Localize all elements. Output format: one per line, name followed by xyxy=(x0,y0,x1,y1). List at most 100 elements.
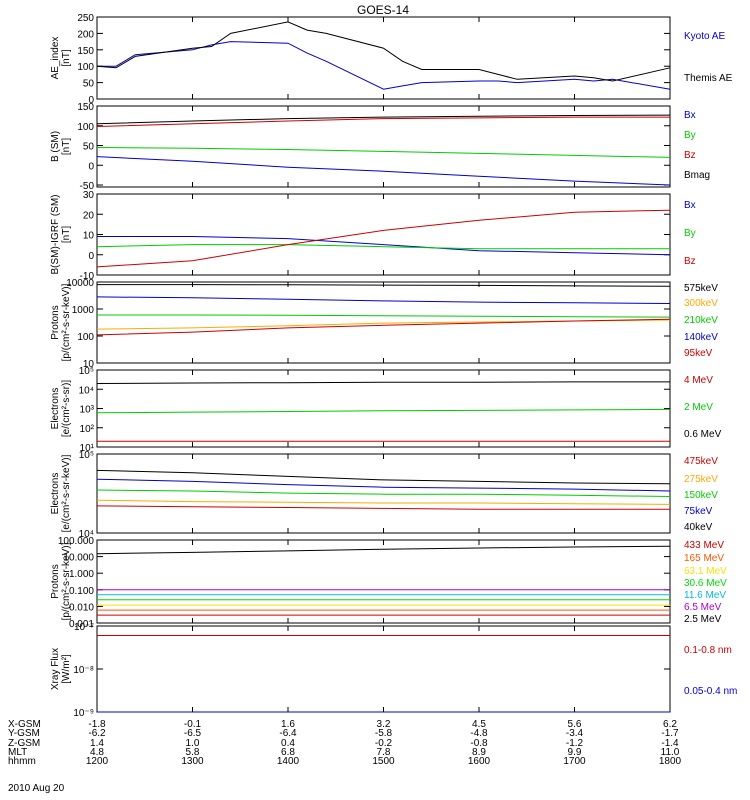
y-tick-label: 20 xyxy=(83,210,95,221)
series-line xyxy=(96,116,670,127)
x-axis-value: 1.0 xyxy=(186,738,200,749)
y-tick-label: 0 xyxy=(88,161,94,172)
x-axis-row: hhmm 1200 1300 1400 1500 1600 1700 1800 xyxy=(8,756,682,767)
y-tick-label: 10² xyxy=(80,424,95,435)
y-tick-label: 100.000 xyxy=(58,536,95,547)
legend-entry: 95keV xyxy=(684,348,713,359)
series-line xyxy=(96,545,671,555)
panel-frame xyxy=(96,16,671,100)
x-axis-value: 1.6 xyxy=(281,719,295,730)
panel-3: -10 0 10 20 30 B(SM)-IGRF (SM)[nT] Bx By Bz xyxy=(50,190,696,282)
series-line xyxy=(96,499,671,505)
x-axis-value: 8.9 xyxy=(472,747,486,758)
figure-title: GOES-14 xyxy=(357,3,409,17)
series-line xyxy=(97,236,671,256)
x-axis-value: -6.2 xyxy=(88,728,106,739)
y-tick-label: 10⁴ xyxy=(79,529,94,540)
legend-entry: 4 MeV xyxy=(684,375,713,386)
x-axis-value: 5.6 xyxy=(568,719,582,730)
x-axis-row-label: MLT xyxy=(8,747,27,758)
series-line xyxy=(96,505,670,510)
x-axis-value: 9.9 xyxy=(568,747,582,758)
series-line xyxy=(96,318,671,336)
legend-entry: 275keV xyxy=(684,474,718,485)
series-line xyxy=(96,478,671,492)
y-tick-label: 10000 xyxy=(66,278,94,289)
y-axis-label-line: AE_index xyxy=(50,37,61,80)
x-axis-value: 1700 xyxy=(563,756,586,767)
panel-2: -50 0 50 100 150 B (SM)[nT] Bx By Bz Bmag xyxy=(50,102,710,192)
x-axis-value: -6.5 xyxy=(184,728,202,739)
legend-entry: 300keV xyxy=(684,298,718,309)
series-line xyxy=(97,41,671,90)
y-tick-label: 150 xyxy=(77,46,94,57)
legend-entry: 2.5 MeV xyxy=(684,614,722,625)
x-axis-value: -3.4 xyxy=(566,728,584,739)
y-tick-label: 10¹ xyxy=(80,443,95,454)
y-tick-label: 1000 xyxy=(72,305,95,316)
legend-entry: Kyoto AE xyxy=(684,31,725,42)
legend-entry: 433 MeV xyxy=(684,540,724,551)
x-axis-value: 1500 xyxy=(372,756,395,767)
y-tick-label: 10 xyxy=(83,231,95,242)
x-axis-value: 1600 xyxy=(468,756,491,767)
y-tick-label: 0.100 xyxy=(69,586,94,597)
y-axis-label: Protons[p/(cm²-s-sr-keV)] xyxy=(50,283,72,361)
series-line xyxy=(97,314,671,318)
y-axis-label: Xray Flux[W/m²] xyxy=(50,648,72,690)
series-line xyxy=(96,319,671,330)
y-tick-label: 10⁻⁷ xyxy=(74,622,94,633)
x-axis-value: 1800 xyxy=(659,756,682,767)
x-axis-row: Y-GSM -6.2 -6.5 -6.4 -5.8 -4.8 -3.4 -1.7 xyxy=(8,728,679,739)
y-axis-label-line: B(SM)-IGRF (SM) xyxy=(50,195,61,275)
x-axis-value: 0.4 xyxy=(281,738,295,749)
legend-entry: By xyxy=(684,228,696,239)
legend-entry: 0.1-0.8 nm xyxy=(684,645,732,656)
x-axis-row: MLT 4.8 5.8 6.8 7.8 8.9 9.9 11.0 xyxy=(8,747,680,758)
x-axis-value: 1200 xyxy=(86,756,109,767)
y-tick-label: 10⁻⁹ xyxy=(73,708,94,719)
date-label: 2010 Aug 20 xyxy=(8,783,65,794)
x-axis-row-label: Z-GSM xyxy=(8,738,40,749)
series-line xyxy=(96,21,671,82)
y-axis-label: B (SM)[nT] xyxy=(50,131,72,162)
y-tick-label: 10 xyxy=(83,359,95,370)
y-axis-label-line: [nT] xyxy=(61,138,72,155)
series-line xyxy=(96,469,671,485)
panel-1: 0 50 100 150 200 250 AE_index[nT] Kyoto AE Themi… xyxy=(50,13,733,106)
panel-5: 10¹ 10² 10³ 10⁴ 10⁵ Electrons[e/(cm²-s-sr)] 4 … xyxy=(50,366,722,454)
y-tick-label: 10⁵ xyxy=(79,450,94,461)
panel-frame xyxy=(96,625,671,713)
y-tick-label: 30 xyxy=(83,190,95,201)
legend-entry: 63.1 MeV xyxy=(684,566,727,577)
y-axis-label-line: Protons xyxy=(50,305,61,339)
y-tick-label: 10⁻⁸ xyxy=(73,665,94,676)
panel-6: 10⁴ 10⁵ Electrons[e/(cm²-s-sr-keV)] 475keV 2… xyxy=(50,450,718,540)
x-axis-value: -5.8 xyxy=(375,728,393,739)
series-line xyxy=(96,209,671,268)
y-axis-label: Protons[p/(cm²-s-sr-keV)] xyxy=(50,542,72,620)
legend-entry: 165 MeV xyxy=(684,553,724,564)
x-axis-value: 6.8 xyxy=(281,747,295,758)
y-axis-label: AE_index[nT] xyxy=(50,37,72,80)
x-axis-value: 3.2 xyxy=(377,719,391,730)
y-tick-label: 10⁴ xyxy=(79,385,94,396)
legend-entry: 40keV xyxy=(684,522,713,533)
series-line xyxy=(96,408,671,414)
x-axis-value: 6.2 xyxy=(663,719,677,730)
x-axis-value: -1.8 xyxy=(88,719,106,730)
series-line xyxy=(96,114,671,125)
legend-entry: 11.6 MeV xyxy=(684,590,726,601)
x-axis-value: -0.2 xyxy=(375,738,393,749)
x-axis-row-label: X-GSM xyxy=(8,719,41,730)
x-axis-value: -0.8 xyxy=(470,738,488,749)
x-axis-value: 4.5 xyxy=(472,719,486,730)
series-line xyxy=(97,284,671,287)
x-axis-value: 7.8 xyxy=(377,747,391,758)
x-axis-value: -1.7 xyxy=(661,728,679,739)
y-tick-label: -10 xyxy=(80,271,95,282)
panel-frame xyxy=(96,453,671,534)
x-axis-value: -4.8 xyxy=(470,728,488,739)
y-axis-label: B(SM)-IGRF (SM)[nT] xyxy=(50,195,72,275)
legend-entry: Bz xyxy=(684,150,696,161)
